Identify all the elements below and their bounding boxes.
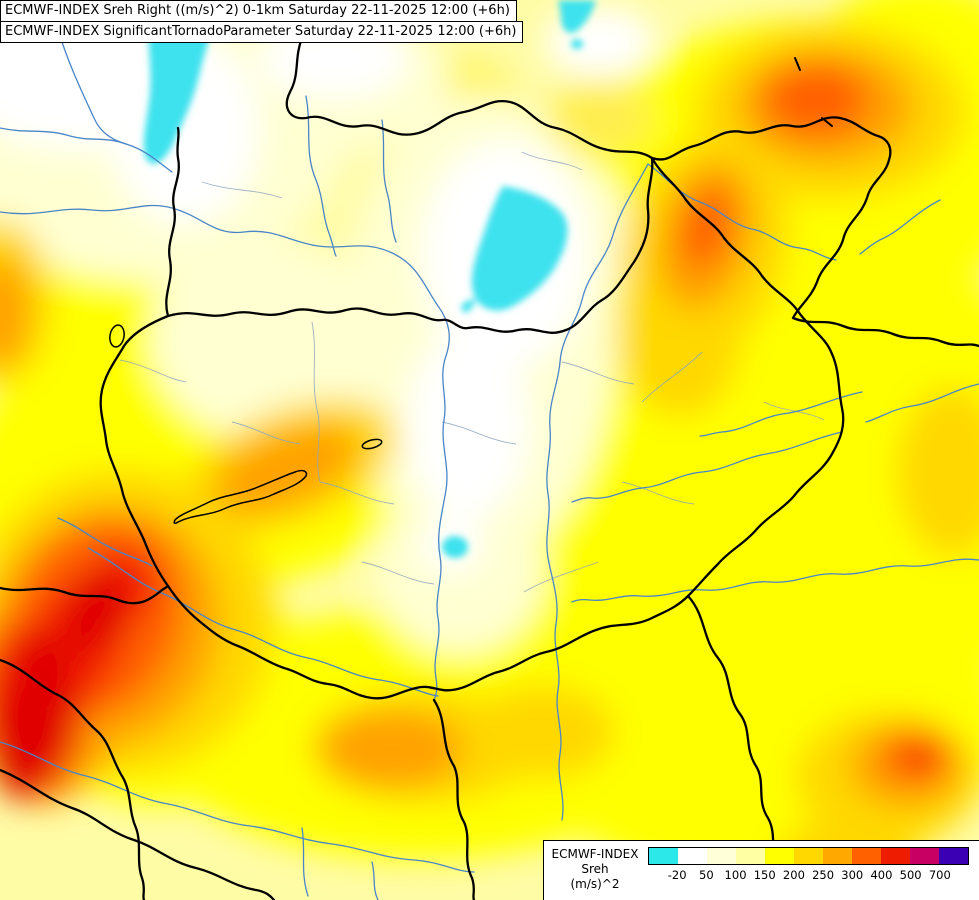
drava-river [87,547,439,697]
legend-labels: ECMWF-INDEX Sreh (m/s)^2 [544,841,646,900]
legend-color-cell [823,848,852,864]
maros-river [571,558,979,603]
legend-tick: 200 [782,868,805,882]
slovenia-croatia-border [0,584,170,605]
legend-title: ECMWF-INDEX [551,847,639,861]
legend: ECMWF-INDEX Sreh (m/s)^2 -20 50 100 150 200 2… [543,840,979,900]
legend-color-cell [794,848,823,864]
legend-tick: 500 [899,868,922,882]
mura-river [57,517,153,567]
legend-tick: 250 [812,868,835,882]
legend-colorbar [648,847,969,865]
small-border-mark [794,57,801,71]
tisza-river [546,163,649,821]
legend-color-cell [881,848,910,864]
slovakia-ukraine-romania-border [650,116,979,348]
legend-tick: 400 [870,868,893,882]
sava-river [0,741,475,873]
legend-units: (m/s)^2 [570,877,620,891]
legend-tick: 100 [724,868,747,882]
header-line-2: ECMWF-INDEX SignificantTornadoParameter … [0,21,524,43]
lake-outlines [109,324,383,525]
legend-color-cell [707,848,736,864]
slovakia-poland-border [285,36,654,160]
lake-velence [361,438,383,450]
rivers [0,29,979,900]
hungary-border [99,156,845,700]
legend-parameter: Sreh [581,862,609,876]
cyan-patch-center [471,186,568,311]
vah-river [305,95,337,257]
lake-neusiedl [109,324,125,348]
danube-river [0,204,450,701]
croatia-bosnia-border-west [0,658,146,900]
header-line-1: ECMWF-INDEX Sreh Right ((m/s)^2) 0-1km S… [0,0,517,22]
legend-tick: 50 [699,868,714,882]
admin-borders [119,151,825,593]
koros-river [571,431,843,503]
legend-tick: 150 [753,868,776,882]
croatia-serbia-border [432,698,476,900]
header: ECMWF-INDEX Sreh Right ((m/s)^2) 0-1km S… [0,0,524,43]
hron-river [381,119,397,243]
legend-color-cell [852,848,881,864]
legend-color-cell [736,848,765,864]
legend-color-cell [649,848,678,864]
legend-ticks: -20 50 100 150 200 250 300 400 500 700 [648,865,969,882]
legend-scale: -20 50 100 150 200 250 300 400 500 700 [646,841,979,900]
lake-balaton [173,469,308,525]
cyan-patch-small [442,536,468,558]
legend-tick: 700 [928,868,951,882]
legend-tick: -20 [667,868,687,882]
austria-slovakia-border [165,126,180,318]
bosnia-sava-border [0,768,276,900]
legend-color-cell [678,848,707,864]
legend-color-cell [765,848,794,864]
cyan-patch-north [558,0,596,33]
legend-color-cell [910,848,939,864]
small-border-mark [821,117,833,127]
legend-color-cell [939,848,968,864]
legend-tick: 300 [841,868,864,882]
